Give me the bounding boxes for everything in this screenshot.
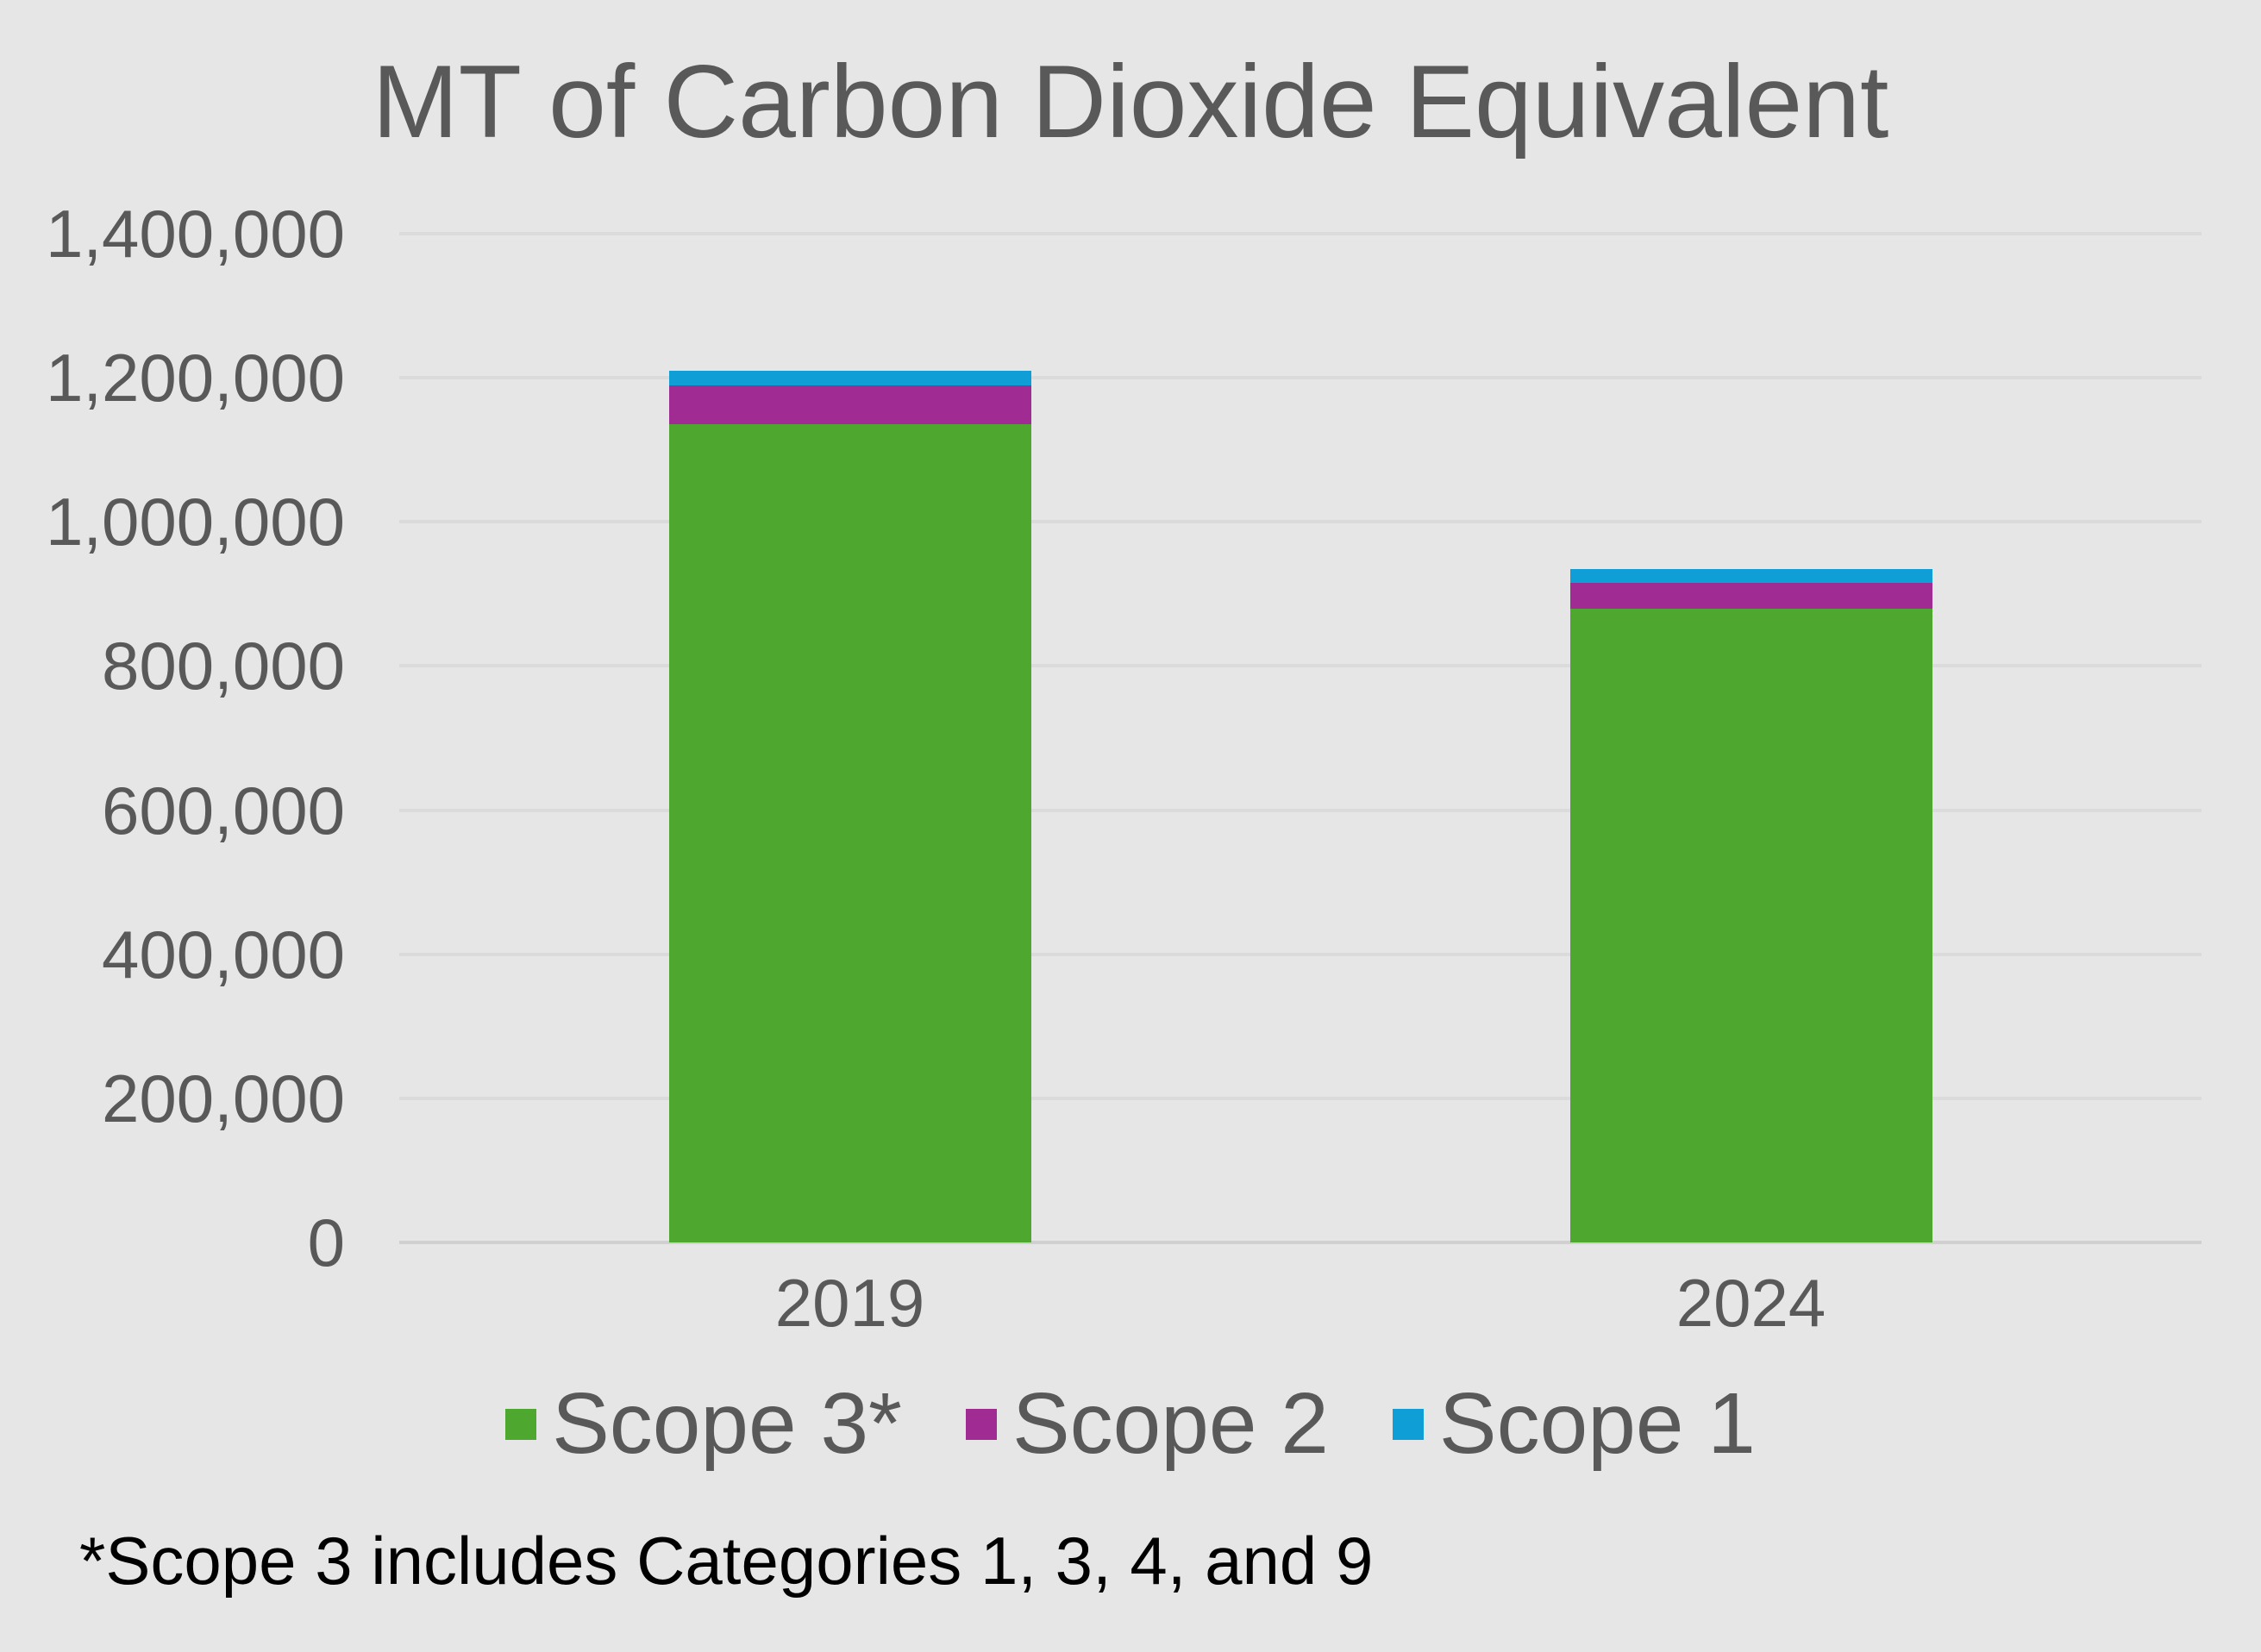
y-axis-tick-label: 400,000 xyxy=(102,916,345,992)
legend-item-scope-2: Scope 2 xyxy=(965,1374,1329,1474)
y-axis-tick-label: 800,000 xyxy=(102,628,345,704)
chart-title: MT of Carbon Dioxide Equivalent xyxy=(372,44,1889,160)
legend: Scope 3* Scope 2 Scope 1 xyxy=(0,1374,2261,1474)
bar-segment-scope-2-2019 xyxy=(668,385,1031,425)
plot-area xyxy=(399,232,2202,1244)
legend-swatch-icon xyxy=(1392,1408,1424,1440)
y-axis-tick-label: 0 xyxy=(307,1205,345,1280)
bar-segment-scope-2-2024 xyxy=(1569,583,1932,609)
gridline xyxy=(399,1096,2202,1100)
y-axis-tick-label: 1,000,000 xyxy=(45,484,345,560)
bar-segment-scope-3-2019 xyxy=(668,424,1031,1242)
y-axis-tick-label: 1,200,000 xyxy=(45,340,345,416)
legend-swatch-icon xyxy=(965,1408,997,1440)
gridline xyxy=(399,376,2202,380)
legend-label: Scope 3* xyxy=(552,1375,902,1472)
y-axis-tick-label: 1,400,000 xyxy=(45,196,345,272)
bar-segment-scope-1-2024 xyxy=(1569,568,1932,584)
gridline xyxy=(399,952,2202,956)
bar-segment-scope-1-2019 xyxy=(668,370,1031,385)
legend-item-scope-3: Scope 3* xyxy=(505,1374,902,1474)
gridline xyxy=(399,808,2202,812)
gridline xyxy=(399,664,2202,668)
stacked-bar-2024 xyxy=(1569,568,1932,1242)
gridline xyxy=(399,232,2202,235)
x-axis-baseline xyxy=(399,1241,2202,1244)
bar-segment-scope-3-2024 xyxy=(1569,608,1932,1242)
x-axis-tick-label: 2019 xyxy=(774,1265,925,1341)
y-axis-tick-label: 200,000 xyxy=(102,1060,345,1136)
legend-label: Scope 2 xyxy=(1012,1375,1329,1472)
stacked-bar-2019 xyxy=(668,370,1031,1242)
footnote: *Scope 3 includes Categories 1, 3, 4, an… xyxy=(79,1523,1374,1599)
x-axis-tick-label: 2024 xyxy=(1675,1265,1826,1341)
y-axis-tick-label: 600,000 xyxy=(102,772,345,848)
legend-item-scope-1: Scope 1 xyxy=(1392,1374,1756,1474)
gridline xyxy=(399,520,2202,524)
legend-swatch-icon xyxy=(505,1408,537,1440)
legend-label: Scope 1 xyxy=(1438,1375,1756,1472)
